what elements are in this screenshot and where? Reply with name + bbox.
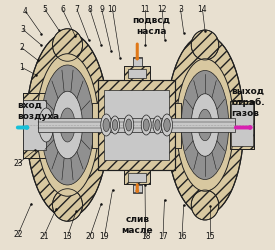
Text: 4: 4 xyxy=(23,7,28,16)
Ellipse shape xyxy=(164,118,170,132)
Text: слив
масле: слив масле xyxy=(122,215,153,235)
Ellipse shape xyxy=(60,108,75,142)
Bar xyxy=(124,170,150,184)
Bar xyxy=(230,101,254,149)
Text: 3: 3 xyxy=(178,5,183,14)
Bar xyxy=(230,104,253,146)
Text: 18: 18 xyxy=(141,232,150,241)
Text: 10: 10 xyxy=(108,5,117,14)
Ellipse shape xyxy=(191,30,219,60)
Ellipse shape xyxy=(39,108,54,142)
Text: 12: 12 xyxy=(157,5,167,14)
Ellipse shape xyxy=(191,190,219,220)
Bar xyxy=(124,170,150,184)
Ellipse shape xyxy=(143,119,149,131)
Text: 21: 21 xyxy=(39,232,48,241)
Bar xyxy=(133,58,142,66)
Bar xyxy=(128,69,146,78)
Bar xyxy=(124,66,150,80)
Text: 16: 16 xyxy=(177,232,187,241)
Ellipse shape xyxy=(126,119,132,131)
Text: вход
воздуха: вход воздуха xyxy=(17,101,59,121)
Ellipse shape xyxy=(41,65,94,185)
Bar xyxy=(133,184,142,192)
Text: 3: 3 xyxy=(21,25,26,34)
Bar xyxy=(23,92,46,158)
Bar xyxy=(175,102,181,148)
Ellipse shape xyxy=(53,29,82,61)
Text: 20: 20 xyxy=(85,232,95,241)
Text: 17: 17 xyxy=(158,232,168,241)
Ellipse shape xyxy=(153,116,162,134)
Text: 13: 13 xyxy=(63,232,72,241)
Text: 14: 14 xyxy=(198,5,207,14)
Text: 23: 23 xyxy=(13,159,23,168)
Text: 5: 5 xyxy=(43,5,47,14)
Bar xyxy=(98,80,175,170)
Bar xyxy=(128,172,146,182)
Ellipse shape xyxy=(141,115,151,135)
Bar xyxy=(104,90,169,160)
Ellipse shape xyxy=(176,59,234,191)
Bar xyxy=(133,184,142,192)
Ellipse shape xyxy=(155,120,160,130)
Bar xyxy=(98,80,175,170)
Text: 6: 6 xyxy=(60,5,65,14)
Ellipse shape xyxy=(101,114,112,136)
Bar xyxy=(23,92,46,158)
Text: выход
отраб.
газов: выход отраб. газов xyxy=(231,87,265,118)
Text: 9: 9 xyxy=(99,5,104,14)
Ellipse shape xyxy=(53,91,82,159)
Bar xyxy=(92,102,98,148)
Ellipse shape xyxy=(36,54,99,196)
Ellipse shape xyxy=(198,109,212,141)
Ellipse shape xyxy=(111,116,120,134)
Ellipse shape xyxy=(181,70,229,180)
Bar xyxy=(23,100,45,150)
Bar xyxy=(230,101,254,149)
Ellipse shape xyxy=(166,35,244,215)
Text: 22: 22 xyxy=(13,230,23,239)
Ellipse shape xyxy=(103,118,109,132)
Bar xyxy=(92,102,98,148)
Text: 11: 11 xyxy=(140,5,150,14)
Bar xyxy=(124,66,150,80)
Text: 15: 15 xyxy=(205,232,215,241)
Ellipse shape xyxy=(26,32,109,218)
Text: 19: 19 xyxy=(100,232,109,241)
Text: подвсд
насла: подвсд насла xyxy=(132,16,170,36)
Bar xyxy=(133,58,142,66)
Ellipse shape xyxy=(161,114,172,136)
Ellipse shape xyxy=(112,120,118,130)
Bar xyxy=(37,118,235,132)
Text: 8: 8 xyxy=(88,5,92,14)
Ellipse shape xyxy=(191,94,219,156)
Ellipse shape xyxy=(53,189,82,221)
Text: 7: 7 xyxy=(75,5,79,14)
Text: 1: 1 xyxy=(20,63,24,72)
Ellipse shape xyxy=(124,115,134,135)
Bar xyxy=(175,102,181,148)
Text: 2: 2 xyxy=(20,44,24,52)
